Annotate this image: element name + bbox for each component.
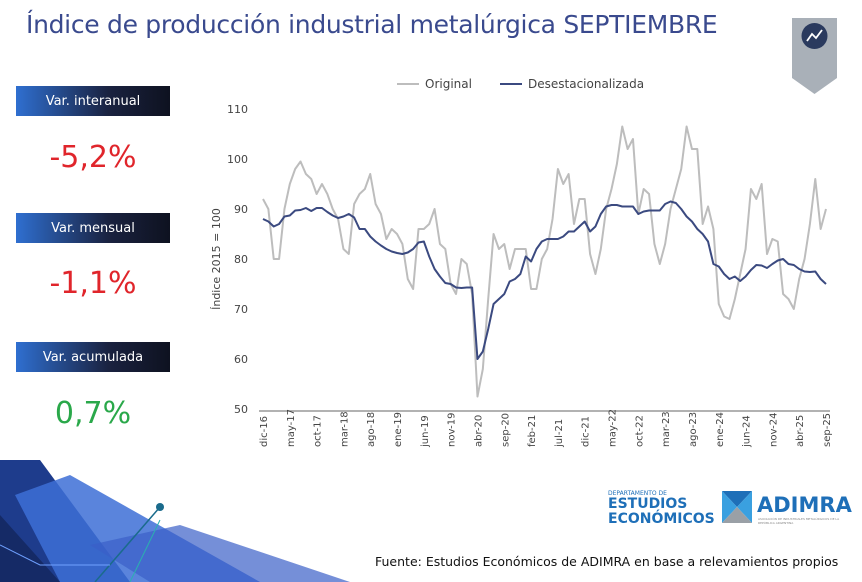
series-line-desestacionalizada (262, 200, 827, 360)
kpi-value-mensual: -1,1% (49, 266, 137, 301)
x-tick-label: nov-24 (768, 413, 779, 447)
y-axis-label: Índice 2015 = 100 (210, 208, 223, 310)
x-tick-label: ene-24 (715, 412, 726, 447)
adimra-name: ADIMRA (757, 493, 852, 517)
decorative-graphic (0, 460, 350, 582)
y-tick-label: 80 (234, 253, 248, 266)
series-line-original (262, 125, 827, 398)
x-tick-label: may-22 (608, 409, 619, 447)
adimra-sub: ASOCIACIÓN DE INDUSTRIALES METALÚRGICOS … (758, 517, 840, 525)
x-tick-label: jul-21 (554, 419, 565, 448)
kpi-label-interanual: Var. interanual (16, 86, 170, 116)
x-tick-label: dic-21 (581, 416, 592, 447)
x-tick-label: sep-25 (822, 413, 833, 447)
x-tick-label: may-17 (286, 409, 297, 447)
x-tick-label: nov-19 (447, 413, 458, 447)
dept-line2: ECONÓMICOS (608, 511, 715, 527)
line-chart: 50 60 70 80 90 100 110 dic-16 may-17 oct-17 mar-18… (210, 77, 833, 448)
x-tick-label: ago-23 (688, 412, 699, 447)
adimra-logo-icon (722, 491, 752, 523)
x-tick-label: mar-18 (339, 411, 350, 447)
kpi-label-mensual: Var. mensual (16, 213, 170, 243)
x-tick-label: jun-19 (420, 415, 431, 448)
x-tick-label: ene-19 (393, 412, 404, 447)
x-tick-label: dic-16 (259, 416, 270, 447)
page-title: Índice de producción industrial metalúrg… (26, 10, 718, 39)
legend-label: Original (425, 77, 472, 91)
x-tick-label: oct-17 (313, 415, 324, 447)
x-tick-label: mar-23 (661, 411, 672, 447)
x-tick-label: feb-21 (527, 415, 538, 447)
y-tick-label: 60 (234, 353, 248, 366)
x-tick-label: abr-25 (795, 415, 806, 447)
y-tick-label: 100 (227, 153, 248, 166)
badge (792, 18, 837, 94)
y-tick-label: 70 (234, 303, 248, 316)
x-tick-label: sep-20 (500, 413, 511, 447)
x-tick-label: abr-20 (473, 415, 484, 447)
kpi-label-acumulada: Var. acumulada (16, 342, 170, 372)
x-tick-label: oct-22 (634, 415, 645, 447)
kpi-value-interanual: -5,2% (49, 140, 137, 175)
dept-line1: ESTUDIOS (608, 496, 688, 512)
y-tick-label: 90 (234, 203, 248, 216)
dept-small: DEPARTAMENTO DE (608, 490, 667, 497)
source-note: Fuente: Estudios Económicos de ADIMRA en… (375, 554, 839, 569)
y-tick-label: 110 (227, 103, 248, 116)
x-tick-label: ago-18 (366, 412, 377, 447)
legend-label: Desestacionalizada (528, 77, 644, 91)
kpi-value-acumulada: 0,7% (54, 396, 132, 431)
y-tick-label: 50 (234, 403, 248, 416)
x-tick-label: jun-24 (742, 415, 753, 448)
